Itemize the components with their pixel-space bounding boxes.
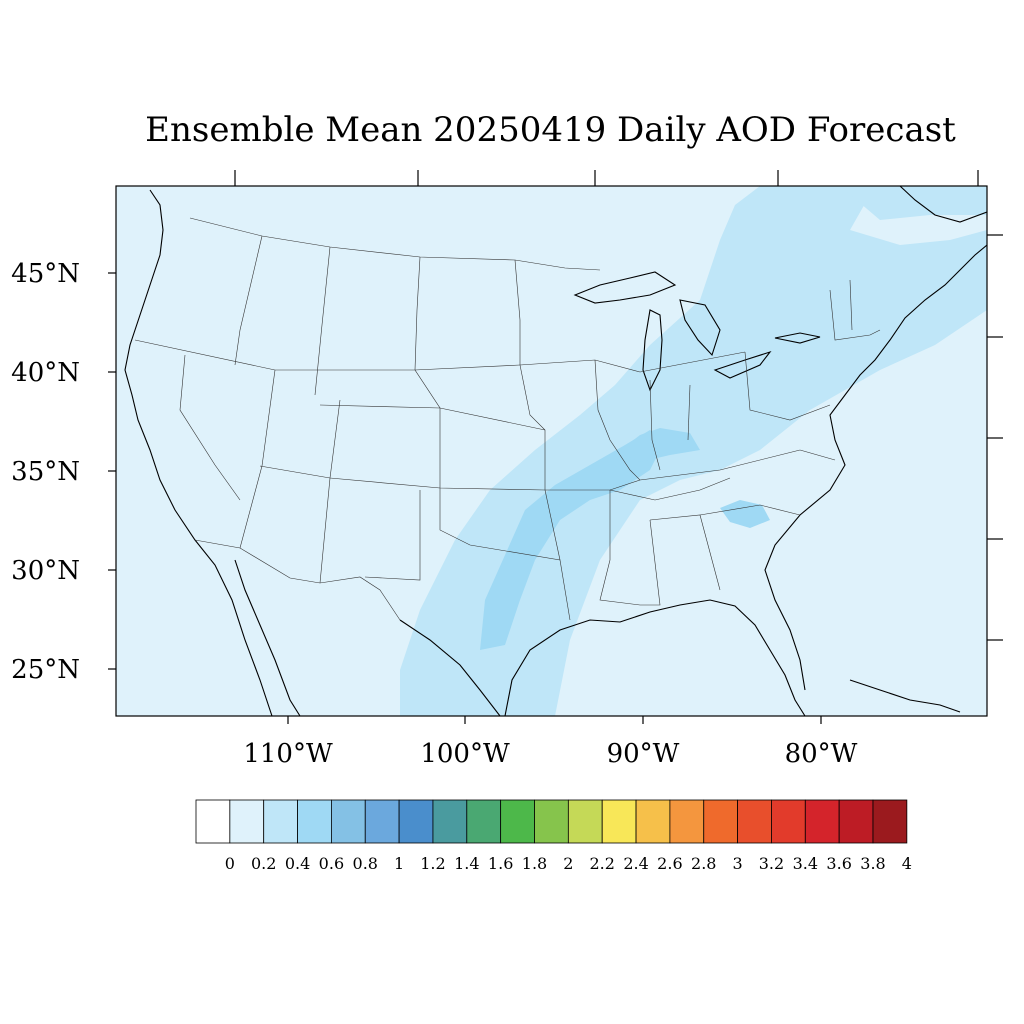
lat-label: 30°N: [11, 556, 80, 586]
pacific-coastline: [124, 189, 273, 716]
colorbar-tick-label: 0.2: [251, 854, 276, 873]
colorbar-tick-label: 2.4: [623, 854, 648, 873]
colorbar-swatch: [703, 799, 738, 844]
lake-erie: [713, 350, 772, 379]
colorbar-swatch: [737, 799, 772, 844]
colorbar-tick-label: 1: [394, 854, 404, 873]
atlantic-coastline: [764, 244, 987, 691]
lake-superior: [573, 271, 677, 304]
colorbar-swatch: [669, 799, 705, 844]
colorbar: [195, 799, 908, 844]
axis-ticks: [108, 170, 1003, 724]
colorbar-swatch: [229, 799, 265, 844]
baja-coastline: [234, 559, 301, 716]
aod-plume-0.4-0.6: [480, 430, 665, 650]
canada-east-coastline: [899, 186, 987, 223]
lon-label: 90°W: [607, 739, 680, 769]
colorbar-swatch: [195, 799, 231, 844]
lake-michigan: [642, 309, 663, 392]
lat-label: 45°N: [11, 259, 80, 289]
colorbar-tick-label: 3.6: [826, 854, 851, 873]
map-title: Ensemble Mean 20250419 Daily AOD Forecas…: [145, 110, 956, 150]
coastlines: [124, 186, 987, 716]
colorbar-swatch: [500, 799, 535, 844]
aod-plume-0.4-0.6-kentucky: [618, 428, 700, 462]
colorbar-tick-label: 2.6: [657, 854, 682, 873]
lon-label: 80°W: [785, 739, 858, 769]
map-area: [116, 186, 987, 716]
lake-ontario: [774, 332, 821, 344]
colorbar-swatch: [263, 799, 298, 844]
cuba-coastline: [849, 679, 961, 713]
colorbar-tick-label: 1.4: [454, 854, 479, 873]
colorbar-tick-label: 0.8: [353, 854, 378, 873]
gulf-of-mexico-coastline: [399, 599, 806, 716]
colorbar-tick-label: 2.8: [691, 854, 716, 873]
colorbar-tick-label: 3.8: [860, 854, 885, 873]
colorbar-swatch: [771, 799, 806, 844]
colorbar-swatch: [534, 799, 569, 844]
colorbar-swatch: [838, 799, 874, 844]
colorbar-tick-label: 0.6: [319, 854, 344, 873]
state-borders: [134, 217, 881, 621]
lat-label: 35°N: [11, 457, 80, 487]
lon-label: 110°W: [243, 739, 333, 769]
colorbar-labels: 0 0.2 0.4 0.6 0.8 1 1.2 1.4 1.6 1.8 2 2.2 2.4 2.6 2.8 3…: [225, 854, 912, 873]
colorbar-swatch: [330, 799, 366, 844]
latitude-labels: 45°N 40°N 35°N 30°N 25°N: [11, 259, 80, 685]
colorbar-swatch: [297, 799, 332, 844]
longitude-labels: 110°W 100°W 90°W 80°W: [243, 739, 857, 769]
colorbar-swatch: [601, 799, 637, 844]
colorbar-tick-label: 0: [225, 854, 235, 873]
map-frame: [115, 185, 988, 717]
colorbar-tick-label: 3: [733, 854, 743, 873]
colorbar-swatch: [804, 799, 840, 844]
colorbar-swatch: [432, 799, 468, 844]
colorbar-tick-label: 4: [902, 854, 912, 873]
colorbar-swatch: [398, 799, 434, 844]
colorbar-tick-label: 1.8: [522, 854, 547, 873]
colorbar-tick-label: 1.2: [420, 854, 445, 873]
colorbar-tick-label: 1.6: [488, 854, 513, 873]
lon-label: 100°W: [420, 739, 510, 769]
lat-label: 25°N: [11, 655, 80, 685]
lake-huron: [679, 299, 721, 357]
colorbar-tick-label: 3.2: [759, 854, 784, 873]
aod-plume-0.2-0.4-north: [840, 186, 987, 220]
colorbar-tick-label: 2.2: [589, 854, 614, 873]
colorbar-swatch: [466, 799, 502, 844]
colorbar-tick-label: 2: [563, 854, 573, 873]
colorbar-tick-label: 3.4: [793, 854, 818, 873]
lat-label: 40°N: [11, 358, 80, 388]
colorbar-swatch: [567, 799, 603, 844]
aod-plume-0.4-0.6-carolinas: [720, 500, 770, 528]
colorbar-swatch: [872, 799, 908, 844]
colorbar-tick-label: 0.4: [285, 854, 310, 873]
colorbar-swatch: [635, 799, 671, 844]
colorbar-swatch: [364, 799, 400, 844]
